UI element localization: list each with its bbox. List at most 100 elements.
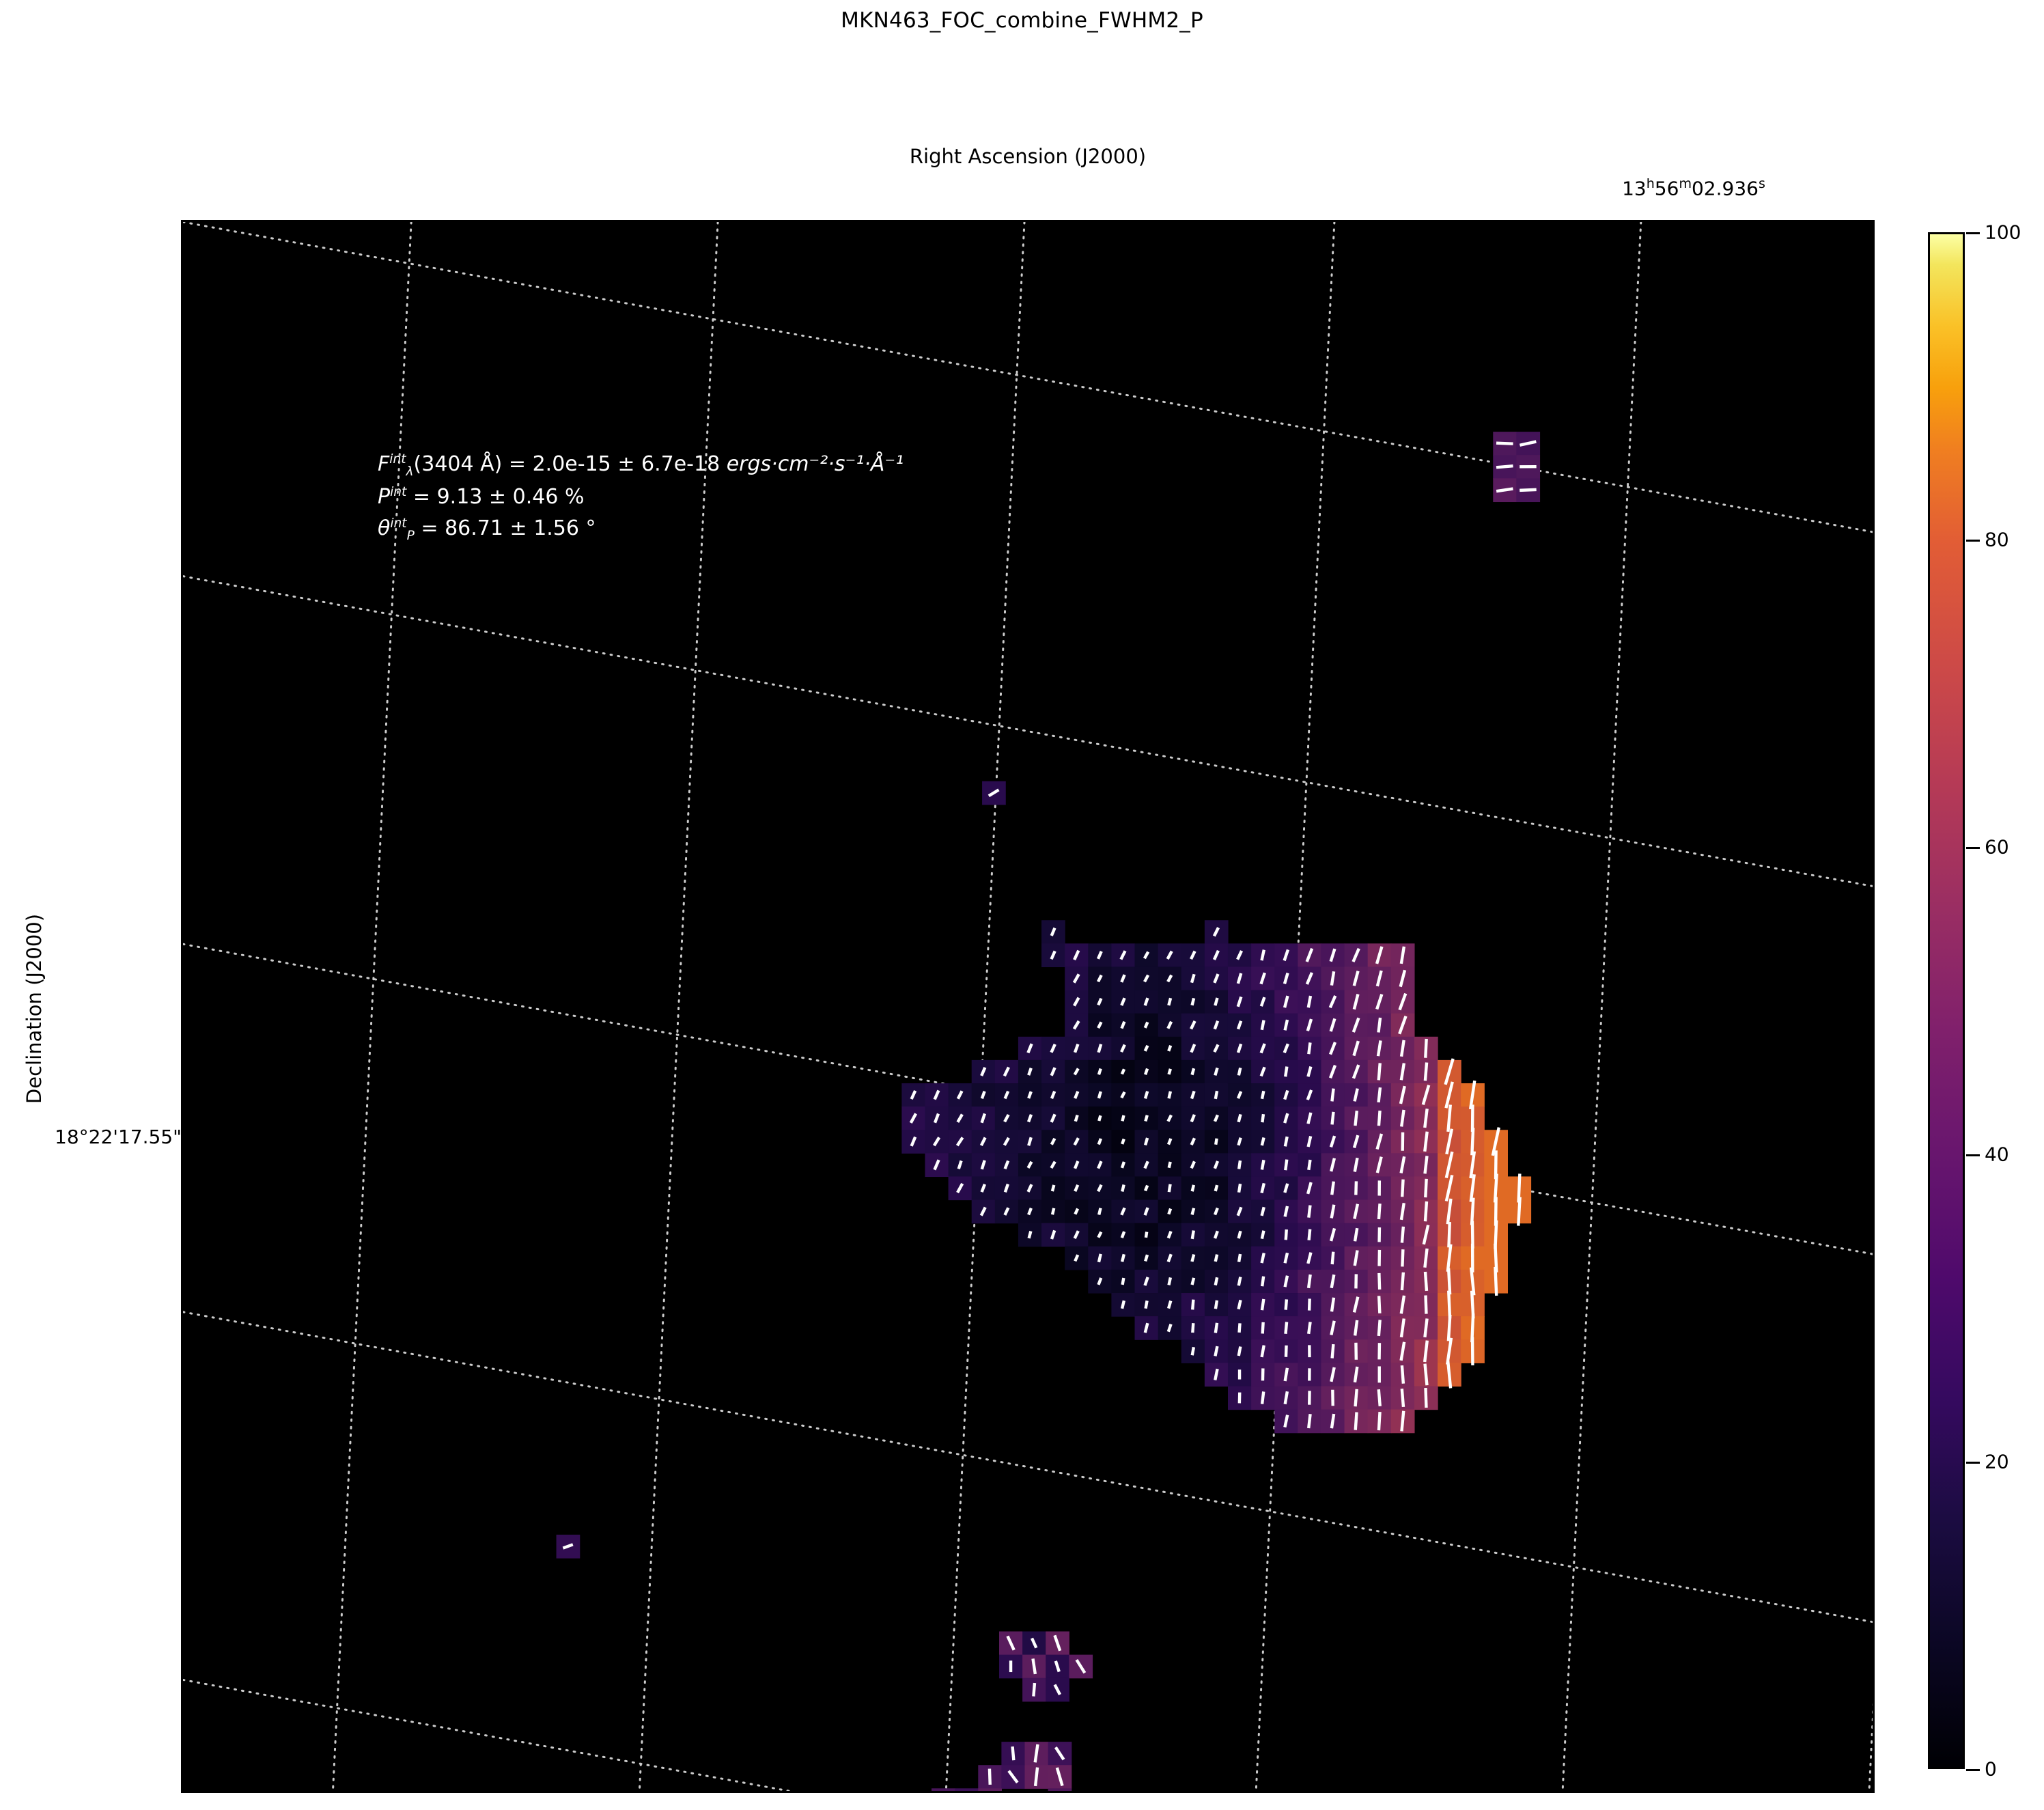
polarization-vector [1214, 1254, 1219, 1262]
polarization-vector [1074, 1184, 1080, 1193]
polarization-vector [1398, 992, 1408, 1011]
angle-value: 86.71 [445, 516, 503, 540]
polarization-vector [1353, 1088, 1359, 1102]
polarization-vector [1260, 1253, 1265, 1264]
flux-wavelength: (3404 Å) [413, 452, 503, 476]
polarization-vector [1330, 1320, 1336, 1335]
polarization-vector [1352, 1134, 1360, 1149]
polarization-vector [1190, 1230, 1195, 1240]
polarization-vector [1375, 1156, 1383, 1173]
polarization-vector [1283, 1183, 1289, 1193]
polarization-vector [1399, 1085, 1406, 1104]
polarization-vector [1096, 951, 1103, 960]
polarization-vector [1328, 1064, 1337, 1078]
polarization-vector [1330, 1181, 1335, 1195]
polarization-vector [1050, 1137, 1056, 1145]
polarization-vector [1377, 1017, 1382, 1033]
polarization-vector [1213, 1020, 1220, 1030]
polarization-vector [1377, 1412, 1382, 1431]
polarization-vector [1399, 1040, 1405, 1057]
polarization-vector [1097, 1208, 1102, 1216]
polarization-vector [1468, 1080, 1476, 1110]
flux-units: ergs·cm⁻²·s⁻¹·Å⁻¹ [726, 452, 904, 476]
polarization-vector [1167, 1277, 1173, 1285]
polarization-vector [1496, 487, 1513, 493]
polarization-vector [1050, 950, 1056, 960]
polarization-vector [1284, 1229, 1288, 1240]
polarization-vector [1097, 1068, 1102, 1076]
polarization-vector [1399, 1063, 1406, 1081]
polarization-vector [956, 1182, 964, 1194]
polarization-vector [1447, 1290, 1452, 1319]
polarization-vector [1007, 1770, 1019, 1784]
polarization-vector [1330, 1088, 1335, 1102]
colorbar-tick-label: 100 [1985, 221, 2021, 244]
polarization-vector [1399, 1156, 1406, 1173]
polarization-vector [1423, 1062, 1429, 1081]
colorbar-tick [1966, 540, 1980, 542]
polarization-vector [1354, 1389, 1358, 1407]
polarization-vector [1306, 1066, 1313, 1077]
polarization-vector [1377, 1272, 1382, 1290]
polarization-vector [1050, 1208, 1056, 1215]
polarization-vector [1284, 1159, 1289, 1171]
polarization-vector [1237, 1346, 1242, 1356]
polarization-vector [1237, 1183, 1242, 1193]
polarization-vector [1375, 993, 1384, 1010]
polarization-vector [1190, 1068, 1196, 1076]
polarization-vector [1400, 1388, 1405, 1408]
angle-annotation-line: θintP = 86.71 ± 1.56 ° [378, 514, 904, 545]
polarization-vector [1073, 949, 1080, 961]
page-title: MKN463_FOC_combine_FWHM2_P [841, 8, 1203, 33]
polarization-vector [1236, 1206, 1243, 1216]
flux-value: 2.0e-15 [532, 452, 611, 476]
polarization-vector [1283, 995, 1289, 1008]
polarization-vector [1073, 997, 1080, 1007]
polarization-vector [1423, 1109, 1429, 1128]
polarization-vector [1143, 974, 1150, 983]
polarization-vector [1401, 1249, 1405, 1267]
polarization-vector [1190, 1253, 1196, 1262]
polarization-vector [1166, 1300, 1173, 1309]
polarization-vector [1097, 1138, 1102, 1145]
colorbar-tick [1966, 1462, 1980, 1464]
polarization-vector [1421, 1085, 1431, 1105]
polarization-vector [1237, 1299, 1242, 1310]
polarization-vector [1259, 1043, 1266, 1054]
polarization-vector [1213, 1207, 1219, 1216]
polarization-vector [1470, 1197, 1475, 1225]
polarization-vector [1096, 974, 1103, 983]
polarization-vector [1307, 1042, 1312, 1055]
polarization-vector [1097, 1021, 1103, 1029]
polarization-vector [980, 1091, 986, 1100]
angle-subscript: P [406, 528, 415, 543]
polarization-vector [1031, 1658, 1037, 1675]
polarization-vector [1306, 1089, 1313, 1101]
polarization-vector [1166, 1230, 1173, 1239]
polarization-vector [1011, 1746, 1016, 1761]
polarization-vector [1050, 1113, 1056, 1123]
polarization-vector [1120, 1253, 1125, 1262]
pol-error: 0.46 [512, 485, 559, 510]
polarization-vector [1446, 1337, 1453, 1365]
polarization-vector [1283, 1113, 1289, 1124]
polarization-vector [1352, 1296, 1360, 1313]
sky-image-axes[interactable]: Fintλ(3404 Å) = 2.0e-15 ± 6.7e-18 ergs·c… [181, 220, 1875, 1793]
pol-equals: = [412, 485, 431, 510]
polarization-vector [1167, 1161, 1172, 1169]
polarization-vector [1072, 1020, 1080, 1030]
polarization-vector [1494, 1266, 1498, 1296]
polarization-vector [1003, 1090, 1010, 1100]
polarization-pixel [978, 1788, 1002, 1791]
colorbar[interactable] [1928, 232, 1965, 1769]
polarization-vector [1190, 997, 1196, 1006]
polarization-vector [1306, 1112, 1313, 1124]
angle-unit: ° [585, 516, 596, 540]
flux-symbol: F [378, 452, 390, 476]
polarization-vector [1329, 948, 1336, 962]
polarization-vector [1167, 1184, 1172, 1193]
polarization-vector [1284, 1066, 1289, 1077]
polarization-vector [1399, 1203, 1405, 1221]
polarization-vector [1446, 1104, 1452, 1132]
polarization-vector [1027, 1091, 1033, 1099]
